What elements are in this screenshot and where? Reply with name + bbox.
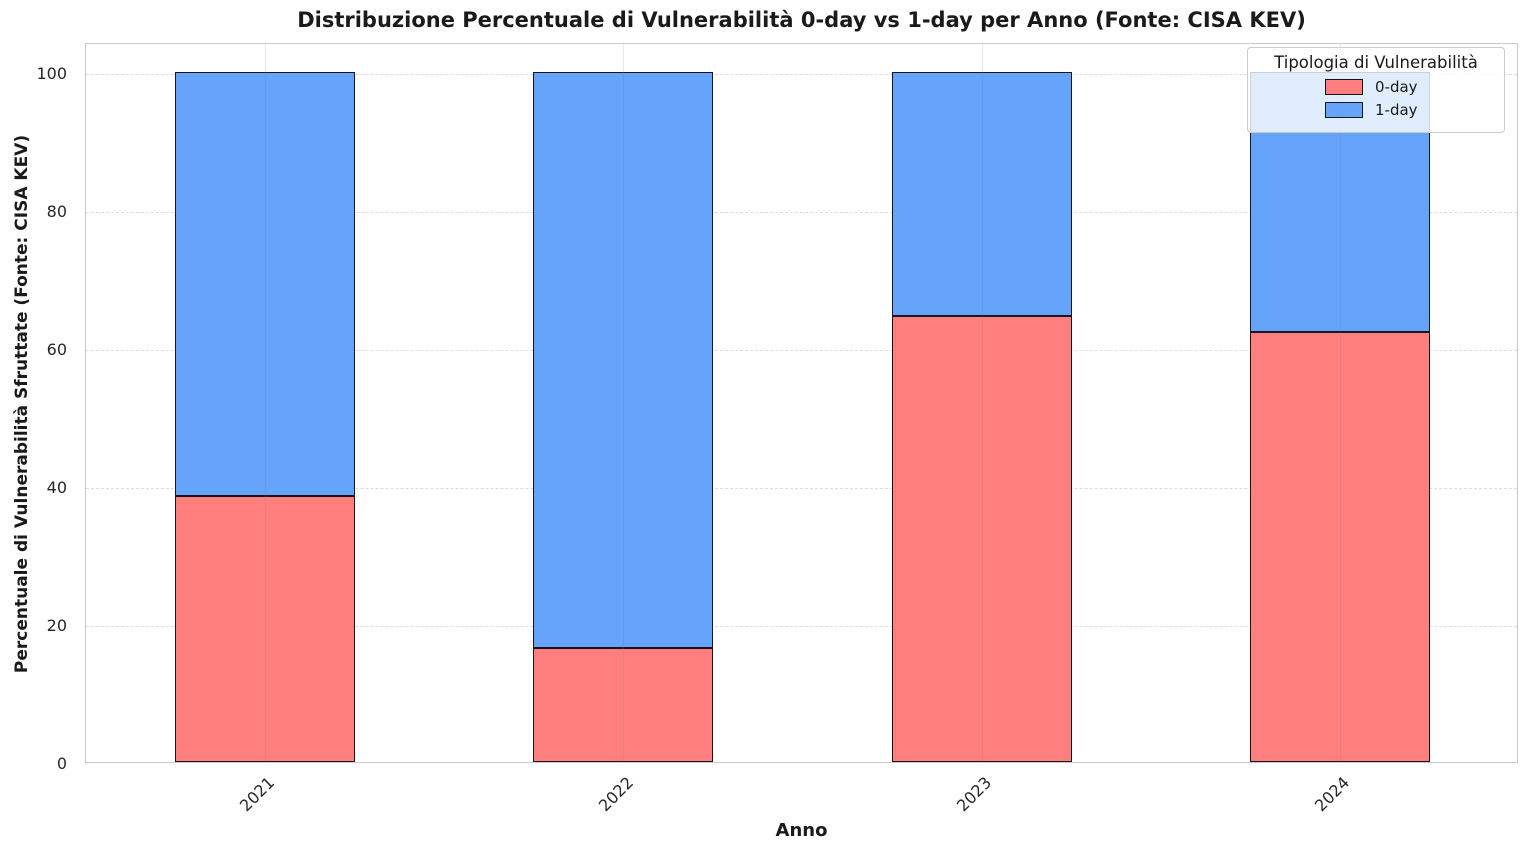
y-axis-label: Percentuale di Vulnerabilità Sfruttate (… xyxy=(12,134,32,674)
legend-title: Tipologia di Vulnerabilità xyxy=(1274,53,1478,72)
chart-title: Distribuzione Percentuale di Vulnerabili… xyxy=(297,8,1306,32)
gridline-x-2023 xyxy=(981,44,983,762)
bar-segment-0-day-2021 xyxy=(175,495,356,762)
gridline-y-20 xyxy=(86,626,1517,627)
gridline-x-2024 xyxy=(1339,44,1341,762)
x-tick-label-2021: 2021 xyxy=(236,773,279,816)
y-tick-label-80: 80 xyxy=(46,202,67,221)
legend-label-0day: 0-day xyxy=(1375,78,1418,96)
bar-segment-0-day-2024 xyxy=(1249,332,1430,762)
legend-swatch-0day xyxy=(1325,79,1363,95)
bar-stack-2022 xyxy=(533,72,714,762)
legend-label-1day: 1-day xyxy=(1375,101,1418,119)
bar-segment-1-day-2023 xyxy=(891,72,1072,317)
legend-row: 1-day xyxy=(1256,101,1496,119)
x-axis-label: Anno xyxy=(775,820,828,841)
x-tick-label-2024: 2024 xyxy=(1311,773,1354,816)
legend-row: 0-day xyxy=(1256,78,1496,96)
bar-segment-0-day-2022 xyxy=(533,648,714,762)
y-tick-label-60: 60 xyxy=(46,340,67,359)
bar-segment-1-day-2021 xyxy=(175,72,356,496)
gridline-x-2022 xyxy=(623,44,625,762)
bar-stack-2021 xyxy=(175,72,356,762)
legend: Tipologia di Vulnerabilità 0-day 1-day xyxy=(1247,47,1505,133)
x-tick-label-2023: 2023 xyxy=(952,773,996,816)
gridline-y-60 xyxy=(86,350,1517,351)
plot-area: 0 20 40 60 80 100 2021 2022 2023 2024 xyxy=(36,43,1518,815)
gridline-y-40 xyxy=(86,488,1517,489)
y-tick-label-20: 20 xyxy=(46,616,67,635)
legend-swatch-1day xyxy=(1325,102,1363,118)
y-tick-label-40: 40 xyxy=(46,478,67,497)
x-tick-label-2022: 2022 xyxy=(594,773,637,816)
bar-segment-0-day-2023 xyxy=(891,316,1072,762)
gridline-y-100 xyxy=(86,74,1517,75)
gridline-x-2021 xyxy=(265,44,267,762)
y-tick-label-100: 100 xyxy=(36,64,67,83)
bar-segment-1-day-2022 xyxy=(533,72,714,649)
gridline-y-80 xyxy=(86,212,1517,213)
bar-stack-2023 xyxy=(891,72,1072,762)
y-tick-label-0: 0 xyxy=(56,754,67,773)
